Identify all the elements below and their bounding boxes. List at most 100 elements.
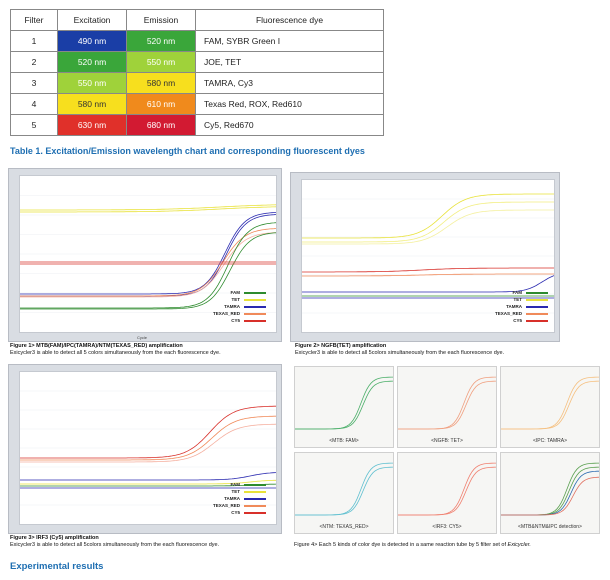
legend-entry: TEXAS_RED: [213, 502, 266, 509]
detection-curve: [295, 376, 393, 430]
excitation-cell: 550 nm: [57, 72, 127, 94]
series-texas-red: [20, 415, 276, 461]
detection-label: <NTM: TEXAS_RED>: [319, 524, 369, 530]
legend-entry: TET: [213, 296, 266, 303]
table-row: 5 630 nm 680 nm Cy5, Red670: [10, 114, 384, 136]
figure-3-title: Figure 3> IRF3 (Cy5) amplification: [10, 535, 99, 541]
emission-cell: 580 nm: [126, 72, 196, 94]
figure-2-title: Figure 2> NGFB(TET) amplification: [295, 343, 387, 349]
detection-curve: [398, 380, 496, 430]
legend-entry: TAMRA: [495, 303, 548, 310]
figure-1-plot: FAM TET TAMRA TEXAS_RED CY5: [19, 175, 277, 333]
filter-cell: 1: [10, 30, 58, 52]
legend-entry: FAM: [213, 289, 266, 296]
figure-3-plot: FAM TET TAMRA TEXAS_RED CY5: [19, 371, 277, 525]
figure-3-chart: [20, 390, 276, 506]
detection-curve: [501, 376, 599, 430]
figure-2-caption: Figure 2> NGFB(TET) amplification Exicyc…: [295, 343, 595, 357]
series-texas-red: [20, 232, 276, 298]
legend-entry: CY5: [495, 317, 548, 324]
excitation-cell: 520 nm: [57, 51, 127, 73]
detection-chart: [398, 376, 496, 430]
legend-swatch: [244, 319, 266, 322]
emission-cell: 550 nm: [126, 51, 196, 73]
legend-label: CY5: [231, 318, 240, 323]
table-row: 3 550 nm 580 nm TAMRA, Cy3: [10, 72, 384, 94]
emission-cell: 610 nm: [126, 93, 196, 115]
legend-swatch: [244, 305, 266, 308]
figure-1-panel: FAM TET TAMRA TEXAS_RED CY5 Cycle: [8, 168, 282, 342]
filter-cell: 2: [10, 51, 58, 73]
series-tamra: [302, 275, 554, 293]
series-tet: [20, 204, 276, 211]
filter-table: Filter Excitation Emission Fluorescence …: [10, 9, 384, 136]
figure-1-caption: Figure 1> MTB(FAM)/IPC(TAMRA)/NTM(TEXAS_…: [10, 343, 295, 357]
legend-entry: TET: [495, 296, 548, 303]
legend-entry: FAM: [213, 481, 266, 488]
detection-chart: [295, 462, 393, 516]
figure-2-desc: Exicycler3 is able to detect all 5colors…: [295, 350, 505, 356]
legend-swatch: [244, 511, 266, 514]
series-texas-red: [20, 228, 276, 297]
results-heading: Experimental results: [10, 561, 104, 572]
detection-curve: [295, 466, 393, 516]
legend-swatch: [244, 504, 266, 507]
legend-swatch: [526, 319, 548, 322]
detection-curve: [295, 462, 393, 516]
header-excitation: Excitation: [57, 9, 127, 31]
table-row: 2 520 nm 550 nm JOE, TET: [10, 51, 384, 73]
detection-curve: [398, 466, 496, 516]
header-filter: Filter: [10, 9, 58, 31]
dye-cell: TAMRA, Cy3: [195, 72, 384, 94]
detection-curve: [501, 476, 599, 516]
legend-entry: CY5: [213, 317, 266, 324]
detection-panel: <MTB: FAM>: [294, 366, 394, 448]
legend-label: TAMRA: [506, 304, 522, 309]
legend-entry: TAMRA: [213, 303, 266, 310]
detection-label: <IRF3: CY5>: [432, 524, 462, 530]
detection-curve: [501, 380, 599, 430]
series-tet: [302, 209, 554, 245]
legend-entry: TEXAS_RED: [495, 310, 548, 317]
legend-label: FAM: [230, 482, 241, 487]
detection-panel: <NTM: TEXAS_RED>: [294, 452, 394, 534]
excitation-cell: 630 nm: [57, 114, 127, 136]
detection-panel: <NGFB: TET>: [397, 366, 497, 448]
series-tet: [302, 193, 554, 239]
detection-panel: <IRF3: CY5>: [397, 452, 497, 534]
figure-3-panel: FAM TET TAMRA TEXAS_RED CY5: [8, 364, 282, 534]
legend-label: TAMRA: [224, 304, 240, 309]
legend-label: TET: [231, 297, 241, 302]
figure-3-desc: Exicycler3 is able to detect all 5colors…: [10, 542, 220, 548]
legend-entry: TEXAS_RED: [213, 310, 266, 317]
legend-label: TEXAS_RED: [212, 311, 240, 316]
legend-swatch: [526, 291, 548, 294]
series-fam: [20, 222, 276, 309]
detection-curve: [295, 380, 393, 430]
legend-swatch: [526, 312, 548, 315]
figure-2-chart: [302, 193, 554, 314]
legend-label: CY5: [513, 318, 522, 323]
legend-swatch: [244, 298, 266, 301]
series-fam: [20, 483, 276, 487]
emission-cell: 520 nm: [126, 30, 196, 52]
legend-entry: TAMRA: [213, 495, 266, 502]
legend-label: TEXAS_RED: [494, 311, 522, 316]
excitation-cell: 490 nm: [57, 30, 127, 52]
legend-entry: FAM: [495, 289, 548, 296]
legend-label: TEXAS_RED: [212, 503, 240, 508]
series-tamra: [20, 214, 276, 297]
detection-panel: <IPC: TAMRA>: [500, 366, 600, 448]
legend-label: TET: [231, 489, 241, 494]
detection-label: <NGFB: TET>: [431, 438, 463, 444]
filter-cell: 5: [10, 114, 58, 136]
dye-cell: Cy5, Red670: [195, 114, 384, 136]
figure-4-emph: Exicycler.: [507, 542, 531, 548]
figure-1-title: Figure 1> MTB(FAM)/IPC(TAMRA)/NTM(TEXAS_…: [10, 343, 183, 349]
legend-swatch: [526, 305, 548, 308]
series-tet: [20, 206, 276, 213]
dye-cell: FAM, SYBR Green I: [195, 30, 384, 52]
series-tet: [302, 201, 554, 243]
excitation-cell: 580 nm: [57, 93, 127, 115]
legend-entry: CY5: [213, 509, 266, 516]
